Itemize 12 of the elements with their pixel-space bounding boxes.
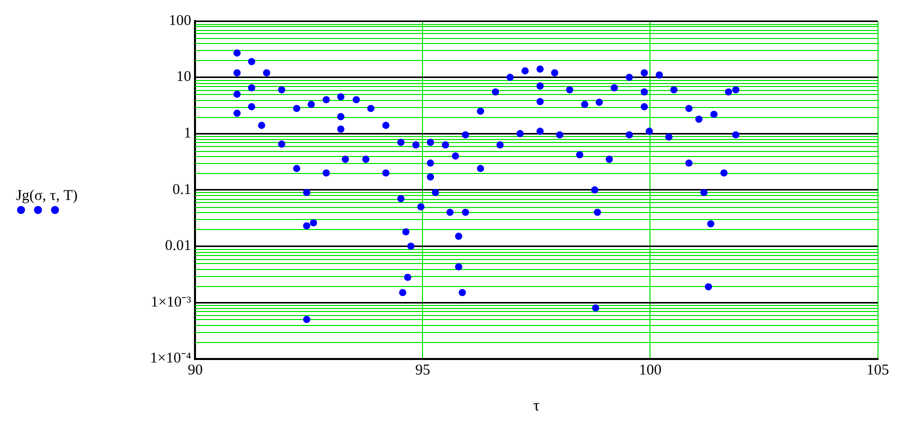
y-tick-label: 100 [168,12,192,29]
y-tick-label: 1 [184,126,192,142]
x-axis-title: τ [533,398,540,415]
x-tick-label: 95 [415,362,430,379]
y-tick-label: 10 [176,69,192,86]
y-tick-label: 1×10⁻³ [150,294,192,310]
y-tick-label: 0.01 [164,238,192,254]
x-tick-label: 90 [188,362,203,379]
y-tick-label: 0.1 [172,182,192,198]
text: Jg(σ, τ, T) [16,188,78,205]
x-tick-label: 105 [866,362,889,379]
x-tick-label: 100 [638,362,662,379]
